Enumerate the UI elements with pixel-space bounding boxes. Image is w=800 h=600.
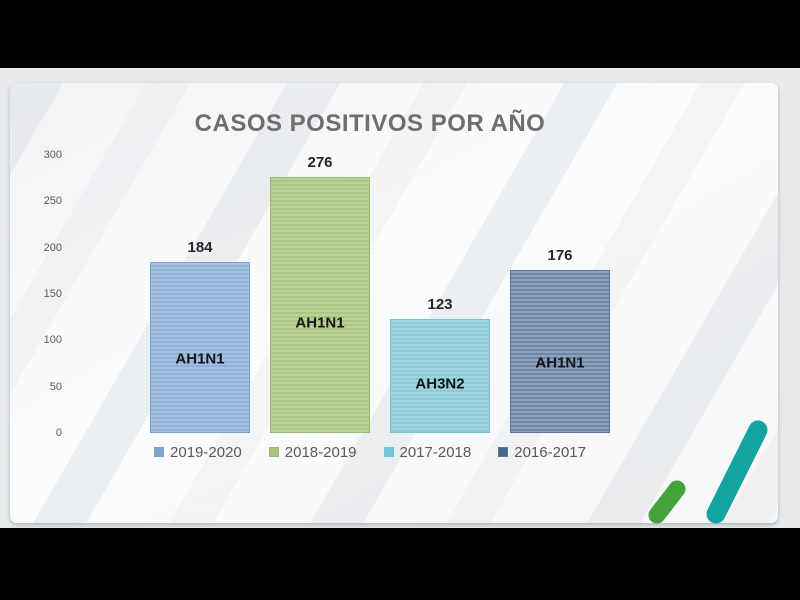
slide-card	[10, 83, 778, 523]
bar-value-label: 123	[427, 296, 453, 313]
bar-value-label: 276	[307, 154, 333, 171]
bar-value-label: 176	[547, 247, 573, 264]
chart-legend: 2019-2020 2018-2019 2017-2018 2016-2017	[60, 443, 680, 461]
bar-value-label: 184	[187, 239, 213, 256]
y-axis-tick: 200	[43, 241, 62, 254]
letterbox-top	[0, 0, 800, 68]
legend-swatch	[154, 447, 165, 457]
legend-label: 2018-2019	[284, 443, 357, 461]
bar-strain-label: AH3N2	[415, 375, 465, 393]
bar-2018-2019: AH1N1	[270, 177, 370, 433]
bar-2019-2020: AH1N1	[150, 262, 250, 433]
letterbox-bottom	[0, 528, 800, 600]
legend-swatch	[383, 447, 394, 457]
legend-swatch	[498, 447, 509, 457]
bar-strain-label: AH1N1	[535, 354, 585, 372]
bar-strain-label: AH1N1	[295, 314, 345, 332]
bar-strain-label: AH1N1	[175, 350, 225, 368]
legend-label: 2016-2017	[514, 443, 586, 461]
legend-item-2017-2018: 2017-2018	[383, 443, 472, 461]
bar-2016-2017: AH1N1	[510, 270, 610, 433]
legend-item-2018-2019: 2018-2019	[268, 443, 357, 461]
y-axis-tick: 100	[43, 334, 62, 347]
chart-title: CASOS POSITIVOS POR AÑO	[194, 110, 546, 137]
legend-item-2019-2020: 2019-2020	[154, 444, 242, 461]
y-axis-tick: 50	[49, 380, 62, 393]
y-axis-tick: 250	[43, 195, 62, 208]
legend-swatch	[268, 447, 279, 457]
y-axis-tick: 0	[55, 427, 62, 439]
bar-2017-2018: AH3N2	[390, 319, 490, 433]
legend-label: 2019-2020	[170, 443, 242, 461]
legend-label: 2017-2018	[399, 443, 472, 461]
y-axis-tick: 300	[43, 148, 62, 161]
legend-item-2016-2017: 2016-2017	[498, 444, 586, 461]
y-axis-tick: 150	[43, 287, 62, 300]
